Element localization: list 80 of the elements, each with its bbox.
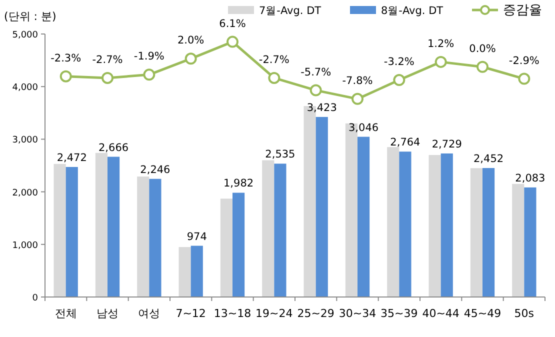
x-tick-label: 25~29 [297, 307, 334, 320]
bar [440, 153, 453, 297]
x-tick-label: 40~44 [422, 307, 460, 320]
y-tick-label: 0 [32, 294, 38, 304]
x-tick-label: 45~49 [464, 307, 502, 320]
data-label: 6.1% [219, 18, 246, 30]
bar [190, 246, 203, 297]
y-tick-label: 1,000 [12, 240, 38, 251]
bar [262, 160, 274, 297]
bar [178, 247, 191, 297]
bar [220, 198, 232, 297]
bar [512, 184, 524, 297]
legend-label: 증감율 [503, 3, 542, 18]
data-label: 2,535 [265, 148, 296, 161]
bar [54, 164, 66, 297]
data-label: 2,246 [140, 164, 171, 176]
data-label: -2.7% [92, 54, 123, 66]
data-label: -2.3% [50, 52, 82, 64]
bar [482, 168, 495, 297]
point [143, 68, 156, 81]
bar [358, 136, 370, 297]
y-tick-label: 3,000 [12, 136, 38, 146]
point [393, 74, 406, 86]
data-label: -2.9% [508, 54, 540, 67]
bar [316, 116, 328, 297]
x-tick-label: 30~34 [338, 307, 376, 320]
point [102, 72, 114, 84]
data-label: 2,729 [432, 138, 462, 150]
point [352, 92, 364, 105]
data-label: -2.7% [258, 54, 290, 66]
legend-label: 8월-Avg. DT [381, 5, 444, 17]
point [184, 52, 197, 65]
y-axis-title: (단위 : 분) [4, 10, 56, 23]
legend-label: 7월-Avg. DT [259, 5, 322, 17]
data-label: 1.2% [427, 38, 454, 50]
bar [524, 187, 536, 297]
data-label: 974 [186, 230, 208, 243]
point [476, 60, 488, 73]
data-label: 3,046 [348, 122, 379, 134]
data-label: 2,666 [98, 142, 129, 154]
x-tick-label: 50s [514, 307, 534, 320]
data-label: 0.0% [469, 42, 496, 55]
point [60, 70, 72, 82]
x-tick-label: 13~18 [214, 307, 252, 320]
x-tick-label: 전체 [54, 307, 77, 320]
data-label: 2,764 [390, 136, 421, 149]
data-label: 2,083 [515, 172, 546, 184]
x-tick-label: 35~39 [380, 307, 418, 320]
data-label: -7.8% [342, 74, 373, 87]
bar [66, 166, 78, 297]
bar [137, 176, 150, 297]
data-label: 3,423 [306, 102, 337, 114]
point [310, 84, 322, 96]
x-tick-label: 19~24 [256, 307, 293, 320]
bar [274, 164, 286, 297]
x-tick-label: 여성 [138, 307, 160, 320]
bar [470, 168, 482, 297]
point [268, 72, 280, 84]
bar [428, 154, 441, 297]
data-label: 2.0% [177, 34, 204, 47]
point [226, 36, 238, 48]
data-label: -1.9% [134, 50, 164, 63]
data-label: -5.7% [300, 66, 332, 78]
data-label: 2,452 [474, 153, 504, 166]
bar [149, 178, 162, 297]
bar [387, 147, 400, 297]
point [434, 56, 447, 68]
x-tick-label: 남성 [96, 307, 118, 320]
data-label: 2,472 [56, 152, 87, 164]
y-tick-label: 4,000 [12, 83, 38, 94]
data-label: -3.2% [384, 56, 414, 68]
x-tick-label: 7~12 [176, 307, 206, 320]
point [518, 72, 530, 85]
y-tick-label: 5,000 [12, 30, 38, 40]
bar [232, 192, 245, 297]
bar [95, 152, 108, 297]
bar [108, 156, 120, 297]
data-label: 1,982 [224, 178, 254, 190]
y-tick-label: 2,000 [12, 188, 38, 198]
bar [399, 152, 412, 297]
